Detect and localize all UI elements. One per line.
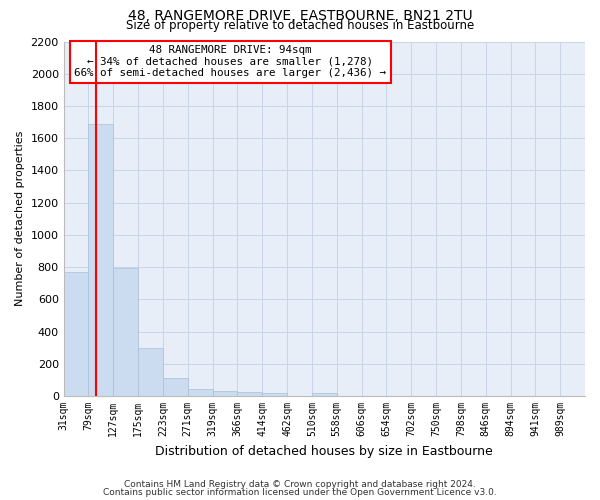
Text: 48, RANGEMORE DRIVE, EASTBOURNE, BN21 2TU: 48, RANGEMORE DRIVE, EASTBOURNE, BN21 2T…: [128, 9, 472, 23]
Bar: [64, 272, 88, 396]
Bar: [212, 391, 238, 396]
Bar: [238, 392, 262, 396]
Bar: [88, 124, 113, 396]
X-axis label: Distribution of detached houses by size in Eastbourne: Distribution of detached houses by size …: [155, 444, 493, 458]
Bar: [138, 348, 163, 396]
Text: Contains HM Land Registry data © Crown copyright and database right 2024.: Contains HM Land Registry data © Crown c…: [124, 480, 476, 489]
Y-axis label: Number of detached properties: Number of detached properties: [15, 131, 25, 306]
Bar: [163, 378, 188, 396]
Bar: [113, 268, 138, 396]
Bar: [262, 393, 287, 396]
Bar: [312, 392, 337, 396]
Text: 48 RANGEMORE DRIVE: 94sqm
← 34% of detached houses are smaller (1,278)
66% of se: 48 RANGEMORE DRIVE: 94sqm ← 34% of detac…: [74, 45, 386, 78]
Bar: [188, 390, 212, 396]
Text: Contains public sector information licensed under the Open Government Licence v3: Contains public sector information licen…: [103, 488, 497, 497]
Text: Size of property relative to detached houses in Eastbourne: Size of property relative to detached ho…: [126, 19, 474, 32]
